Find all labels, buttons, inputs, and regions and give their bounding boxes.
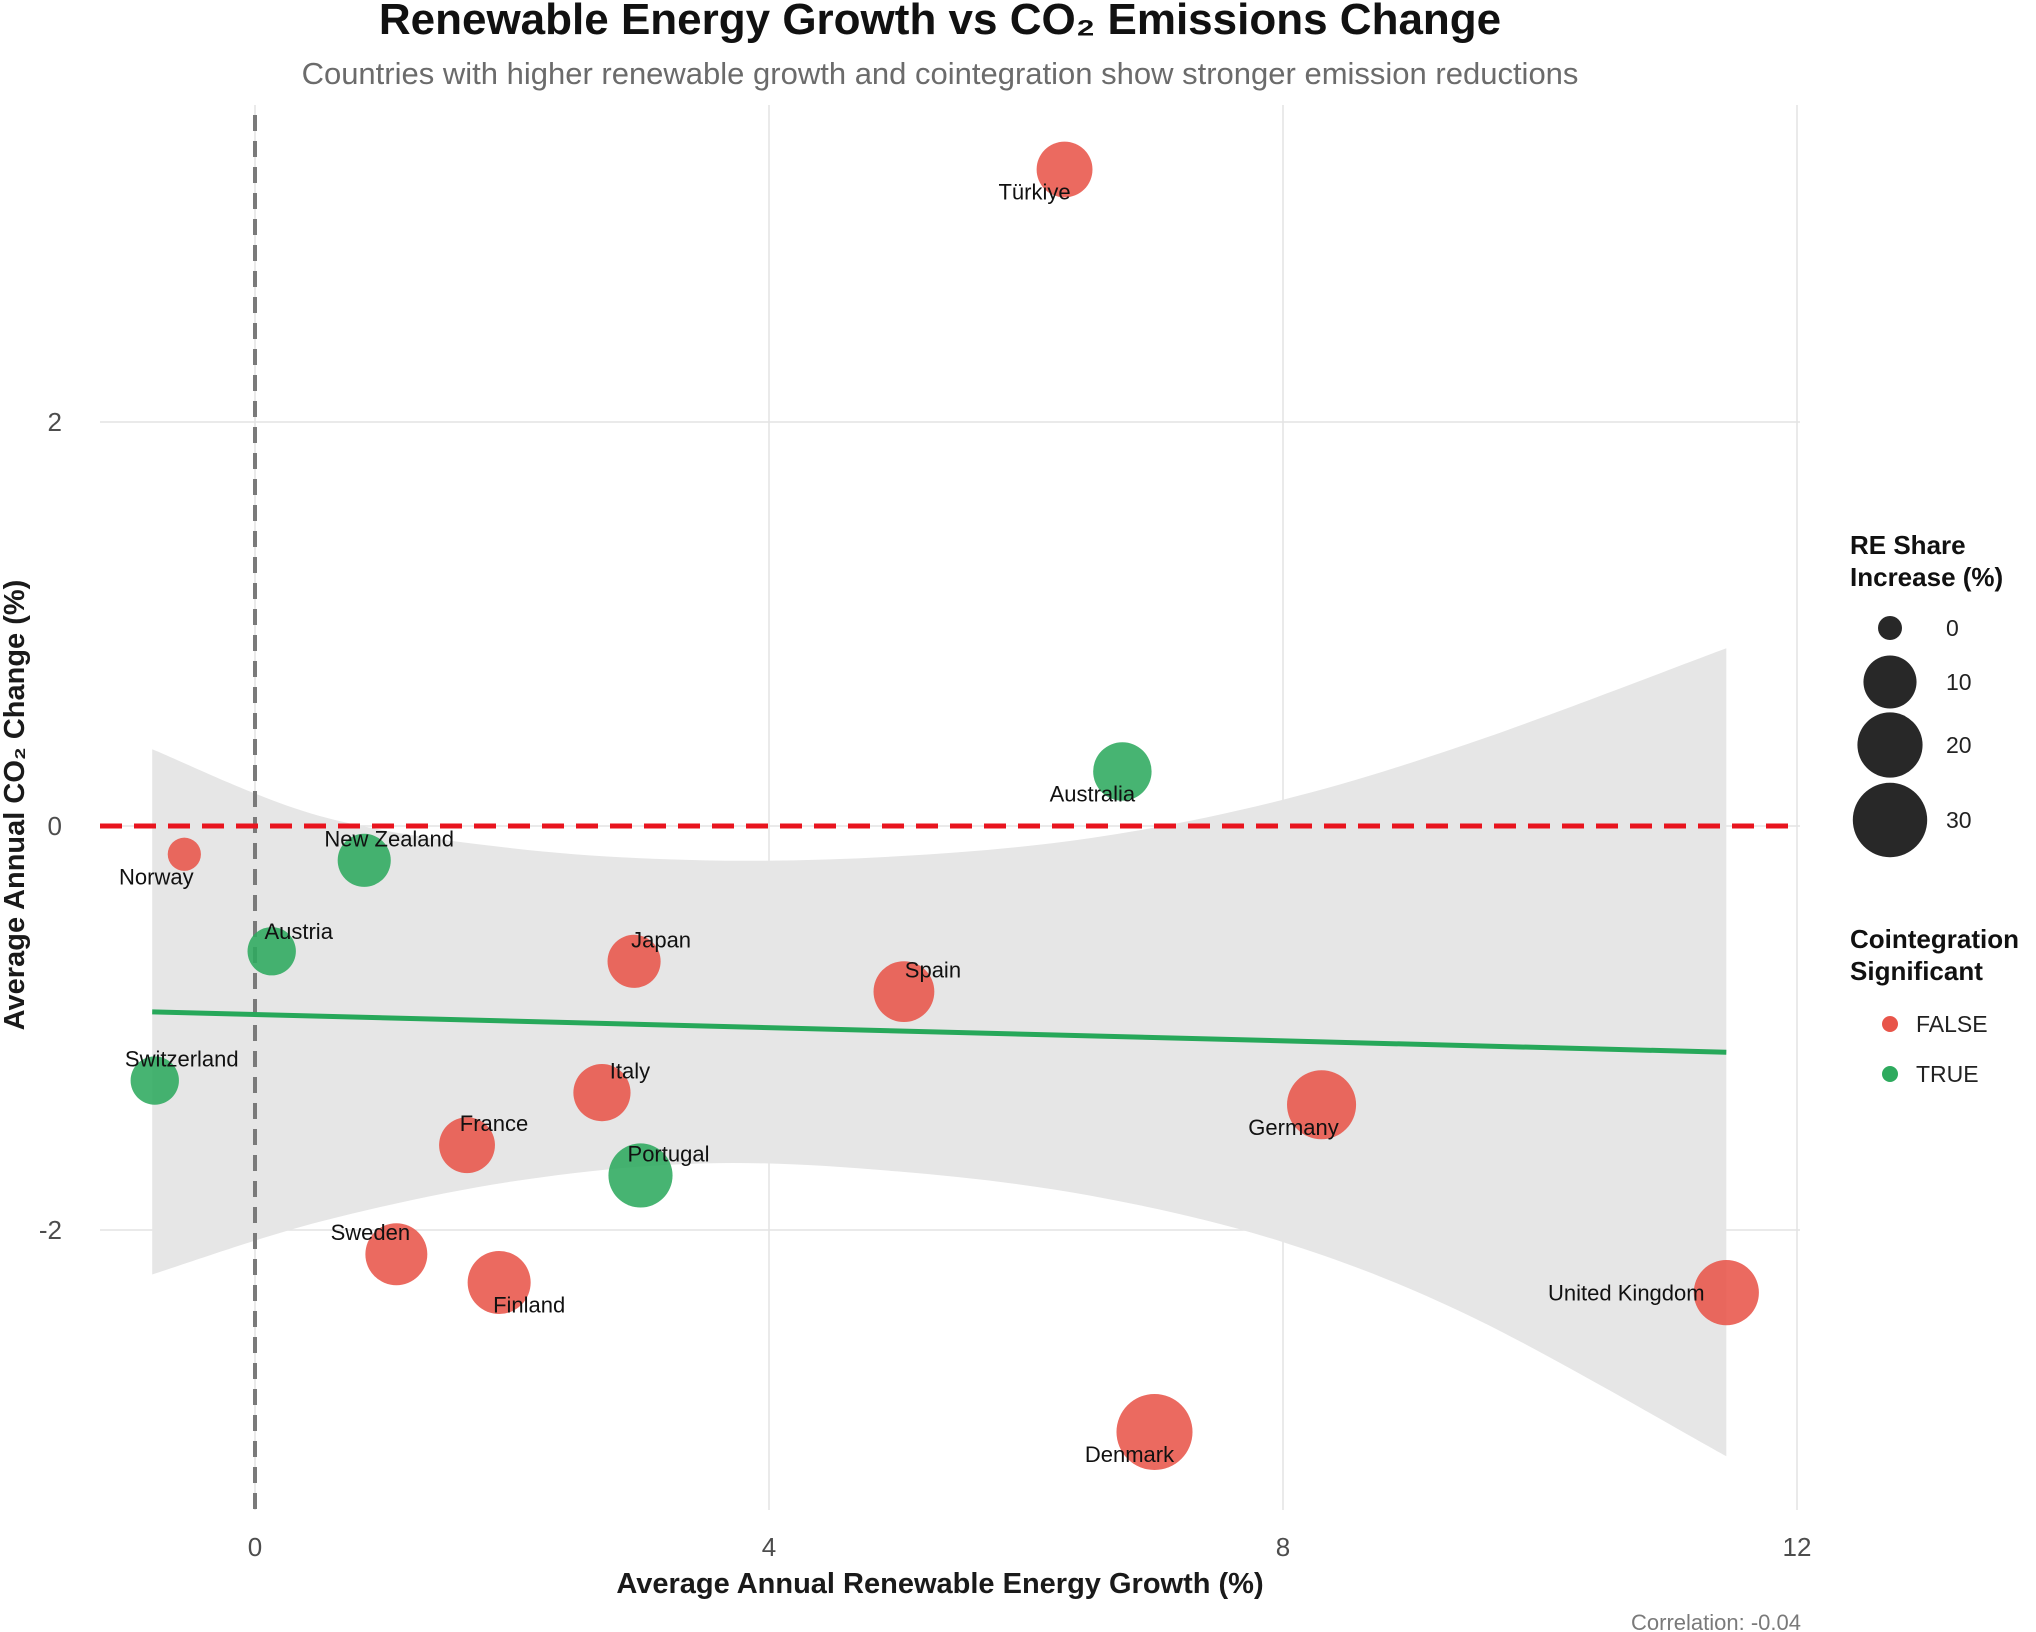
color-legend-key [1882, 1066, 1898, 1082]
point-italy [573, 1064, 631, 1122]
point-denmark [1116, 1393, 1193, 1471]
point-label: France [460, 1111, 528, 1136]
trend-line [152, 1009, 1727, 1055]
size-legend-label: 20 [1946, 732, 1972, 758]
regression-line [152, 1009, 1727, 1055]
point-japan [607, 934, 661, 988]
point-labels: Türkiye Australia Norway New Zealand Austria… [119, 180, 1705, 1468]
point-label: Finland [493, 1293, 565, 1318]
point-new-zealand [337, 833, 391, 887]
point-label: Germany [1248, 1115, 1338, 1140]
point-label: Austria [264, 919, 333, 944]
size-legend-key [1878, 616, 1902, 640]
y-axis-ticks: -2 0 2 [39, 407, 62, 1245]
point-united-kingdom [1693, 1260, 1759, 1326]
reference-lines [100, 115, 1800, 1510]
color-legend-title: Significant [1850, 956, 1983, 986]
size-legend-label: 10 [1946, 669, 1972, 695]
x-tick-label: 0 [248, 1532, 262, 1562]
color-legend-label: TRUE [1916, 1061, 1979, 1087]
point-label: New Zealand [324, 826, 454, 851]
color-legend-label: FALSE [1916, 1011, 1988, 1037]
size-legend-title: RE Share [1850, 530, 1966, 560]
chart-subtitle: Countries with higher renewable growth a… [302, 56, 1579, 91]
y-tick-label: -2 [39, 1215, 62, 1245]
point-norway [167, 837, 201, 871]
point-spain [873, 961, 935, 1023]
point-label: Italy [610, 1059, 650, 1084]
x-axis-title: Average Annual Renewable Energy Growth (… [616, 1568, 1263, 1600]
y-tick-label: 2 [48, 407, 62, 437]
size-legend-key [1857, 712, 1923, 778]
point-sweden [365, 1223, 428, 1286]
size-legend-key [1863, 655, 1917, 709]
point-label: Sweden [331, 1220, 411, 1245]
point-label: Portugal [628, 1141, 710, 1166]
size-legend-label: 0 [1946, 615, 1959, 641]
point-germany [1287, 1070, 1357, 1140]
point-austria [247, 927, 296, 976]
point-portugal [608, 1143, 673, 1208]
x-tick-label: 4 [762, 1532, 776, 1562]
point-label: United Kingdom [1548, 1281, 1705, 1306]
point-label: Australia [1050, 781, 1136, 806]
y-tick-label: 0 [48, 811, 62, 841]
point-label: Switzerland [125, 1047, 239, 1072]
size-legend-label: 30 [1946, 807, 1972, 833]
chart-title: Renewable Energy Growth vs CO₂ Emissions… [379, 0, 1501, 44]
data-points [130, 141, 1759, 1471]
point-label: Denmark [1085, 1442, 1175, 1467]
point-label: Türkiye [998, 180, 1070, 205]
point-türkiye [1036, 141, 1093, 198]
color-legend-title: Cointegration [1850, 924, 2019, 954]
point-france [439, 1117, 495, 1174]
x-axis-ticks: 0 4 8 12 [248, 1532, 1812, 1562]
point-label: Norway [119, 864, 194, 889]
y-axis-title: Average Annual CO₂ Change (%) [0, 580, 31, 1031]
point-label: Japan [631, 927, 691, 952]
confidence-band [152, 648, 1727, 1457]
confidence-band-area [152, 648, 1727, 1457]
color-legend-key [1882, 1016, 1898, 1032]
point-australia [1093, 742, 1152, 801]
x-tick-label: 8 [1276, 1532, 1290, 1562]
point-finland [467, 1251, 531, 1315]
point-label: Spain [905, 958, 961, 983]
x-tick-label: 12 [1783, 1532, 1812, 1562]
point-switzerland [130, 1056, 179, 1105]
size-legend-title: Increase (%) [1850, 562, 2003, 592]
correlation-caption: Correlation: -0.04 [1631, 1610, 1801, 1632]
size-legend-key [1852, 782, 1928, 858]
